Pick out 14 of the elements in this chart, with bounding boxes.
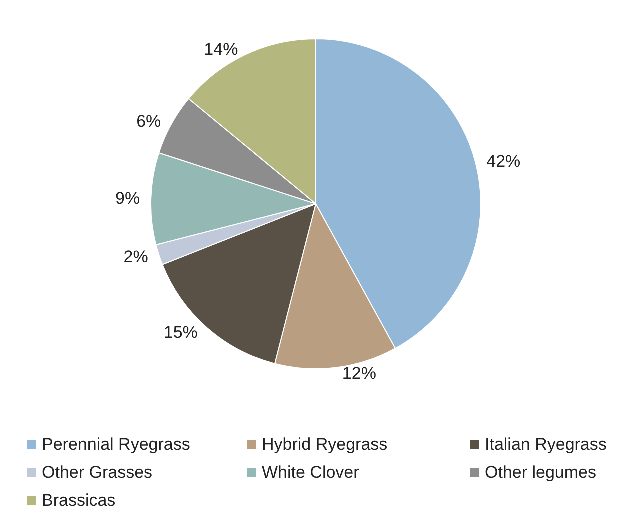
legend-label: Perennial Ryegrass: [42, 435, 190, 454]
data-label: 15%: [164, 322, 198, 342]
data-label: 2%: [124, 247, 148, 266]
data-label: 9%: [116, 189, 140, 208]
data-label: 6%: [136, 112, 162, 132]
legend-label: White Clover: [262, 463, 360, 482]
legend-label: Italian Ryegrass: [485, 435, 607, 454]
legend-label: Other Grasses: [42, 463, 153, 482]
data-label: 42%: [486, 152, 521, 171]
legend-label: Brassicas: [42, 491, 116, 510]
legend-label: Other legumes: [485, 463, 596, 482]
legend-label: Hybrid Ryegrass: [262, 435, 388, 454]
data-label: 12%: [342, 364, 376, 384]
data-label: 14%: [204, 40, 238, 59]
